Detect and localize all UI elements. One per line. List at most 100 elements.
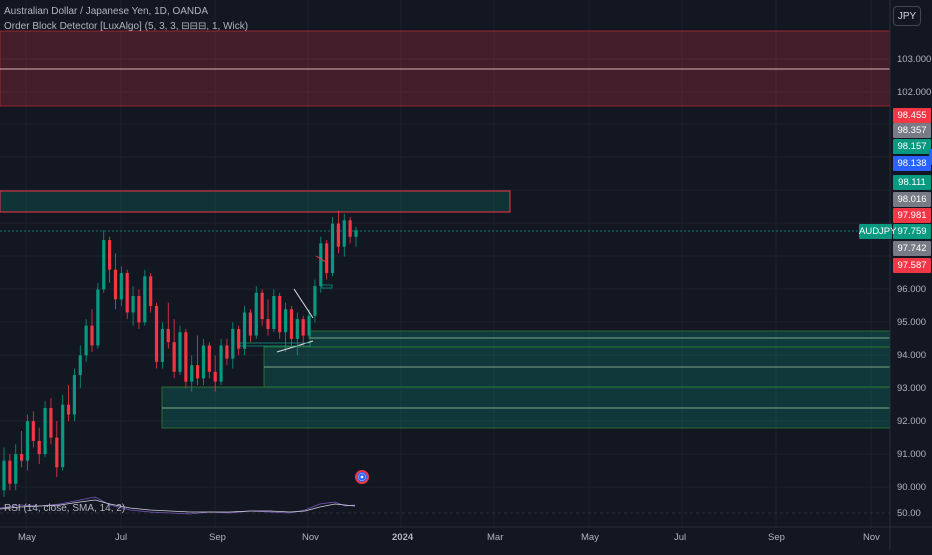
candle-body: [2, 460, 6, 491]
candle-body: [301, 319, 305, 336]
candle-body: [131, 296, 135, 313]
candle-body: [348, 220, 352, 237]
candle-body: [43, 407, 47, 455]
candle-body: [330, 223, 335, 273]
price-axis-tick: 50.00: [897, 508, 921, 519]
candle-body: [166, 328, 170, 343]
candle-body: [196, 365, 200, 379]
candle-body: [237, 328, 241, 349]
candle-body: [90, 325, 94, 346]
candle-body: [108, 240, 112, 270]
price-tag: 98.138: [893, 156, 931, 171]
candle-body: [160, 328, 164, 362]
candle-body: [66, 404, 71, 415]
candle-body: [113, 269, 118, 300]
side-panel-handle[interactable]: [929, 149, 932, 165]
candle-body: [55, 437, 59, 468]
rsi-line: [0, 496, 356, 515]
candle-body: [207, 345, 211, 372]
candle-body: [8, 460, 12, 484]
time-axis-tick: 2024: [392, 532, 414, 543]
bullish-order-block-6: [161, 407, 891, 429]
candle-body: [295, 319, 299, 339]
candle-body: [25, 421, 30, 461]
time-axis-tick: Sep: [209, 532, 226, 543]
candle-body: [219, 345, 223, 382]
candle-body: [61, 404, 65, 468]
bearish-order-block-upper: [0, 30, 891, 70]
candle-body: [184, 332, 188, 382]
candle-body: [72, 375, 76, 415]
candle-body: [307, 315, 311, 336]
candle-body: [190, 365, 194, 382]
bearish-order-block-lower: [0, 68, 891, 107]
candle-body: [231, 328, 235, 359]
bullish-order-block-2: [309, 337, 891, 348]
price-axis-tick: 92.000: [897, 416, 927, 427]
candle-body: [102, 240, 106, 290]
candle-body: [149, 276, 153, 306]
time-axis-tick: Nov: [302, 532, 319, 543]
candle-body: [354, 230, 358, 237]
candle-body: [325, 243, 329, 273]
price-tag: 97.981: [893, 208, 931, 223]
candle-body: [37, 440, 41, 455]
bullish-order-block-4: [263, 366, 891, 388]
alert-icon[interactable]: ⦿: [355, 470, 369, 484]
price-tag: 98.016: [893, 192, 931, 207]
time-axis-tick: May: [18, 532, 36, 543]
price-tag: 97.742: [893, 241, 931, 256]
price-tag: 98.111: [893, 175, 931, 190]
candle-body: [14, 454, 18, 484]
candle-body: [278, 296, 282, 333]
candle-body: [225, 345, 229, 359]
grid: [0, 0, 890, 528]
candle-body: [342, 220, 346, 247]
price-axis-tick: 95.000: [897, 317, 927, 328]
bullish-order-block-3: [263, 346, 891, 368]
candle-body: [154, 305, 159, 362]
candle-body: [242, 312, 247, 349]
currency-button[interactable]: JPY: [893, 6, 921, 26]
candle-body: [201, 345, 206, 379]
mini-line: [315, 255, 327, 263]
candle-body: [319, 243, 323, 287]
rsi-smoothed-line: [0, 499, 356, 513]
order-block-near-high: [0, 190, 511, 213]
candle-body: [213, 371, 217, 382]
price-tag: 98.357: [893, 123, 931, 138]
bullish-order-block-5: [161, 386, 891, 409]
price-axis-tick: 94.000: [897, 350, 927, 361]
rsi-legend[interactable]: RSI (14, close, SMA, 14, 2): [4, 503, 126, 514]
candle-body: [84, 325, 88, 356]
candle-body: [266, 319, 270, 329]
mini-block-2: [321, 284, 333, 289]
indicator-legend[interactable]: Order Block Detector [LuxAlgo] (5, 3, 3,…: [4, 21, 249, 32]
candle-body: [119, 273, 123, 300]
bullish-order-block-1: [309, 330, 891, 339]
candle-body: [78, 355, 82, 376]
candle-body: [248, 312, 252, 336]
chart-title: Australian Dollar / Japanese Yen, 1D, OA…: [4, 6, 208, 17]
candle-body: [313, 286, 317, 316]
candle-body: [20, 454, 24, 461]
candle-body: [137, 296, 141, 323]
price-tag: 98.157: [893, 139, 931, 154]
price-tag: 98.455: [893, 108, 931, 123]
trendline-drawing-1: [293, 288, 314, 319]
candle-body: [284, 309, 288, 333]
candle-body: [178, 332, 182, 372]
candle-body: [272, 296, 276, 329]
mini-block-1: [239, 342, 311, 347]
time-axis-tick: Nov: [863, 532, 880, 543]
price-axis-tick: 91.000: [897, 449, 927, 460]
time-axis-tick: Sep: [768, 532, 785, 543]
candle-body: [143, 276, 147, 323]
price-tag: 97.587: [893, 258, 931, 273]
price-axis-tick: 96.000: [897, 284, 927, 295]
candle-body: [254, 292, 258, 336]
candlesticks: [2, 210, 358, 497]
candle-body: [172, 342, 176, 372]
